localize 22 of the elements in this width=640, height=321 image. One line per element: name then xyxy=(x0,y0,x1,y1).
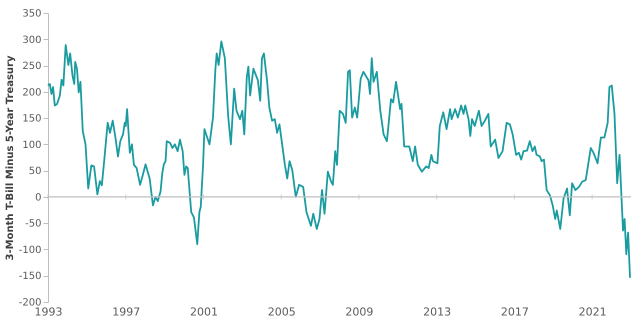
y-tick-label: -50 xyxy=(25,218,42,230)
y-tick-label: 250 xyxy=(22,61,42,72)
x-tick-label: 2001 xyxy=(190,306,218,318)
x-tick-label: 2021 xyxy=(578,306,607,318)
y-tick-label: 0 xyxy=(35,192,42,204)
x-tick-label: 2017 xyxy=(500,306,529,318)
y-tick-label: 100 xyxy=(22,140,42,151)
line-series xyxy=(47,40,631,279)
y-tick-label: 150 xyxy=(22,114,42,125)
y-tick-label: 300 xyxy=(22,34,42,46)
y-tick-label: 350 xyxy=(22,8,42,20)
x-tick-label: 1997 xyxy=(112,306,140,318)
y-axis-title: 3-Month T-Bill Minus 5-Year Treasury xyxy=(4,55,16,260)
y-tick-label: 200 xyxy=(22,87,42,98)
x-tick-label: 2005 xyxy=(268,306,296,318)
y-tick-label: -150 xyxy=(18,271,42,282)
y-tick-label: 50 xyxy=(28,166,42,178)
x-tick-label: 1993 xyxy=(34,306,62,318)
x-tick-label: 2013 xyxy=(423,306,452,318)
y-tick-label: -200 xyxy=(18,298,42,308)
y-tick-label: -100 xyxy=(18,244,42,256)
x-tick-label: 2009 xyxy=(345,306,374,318)
